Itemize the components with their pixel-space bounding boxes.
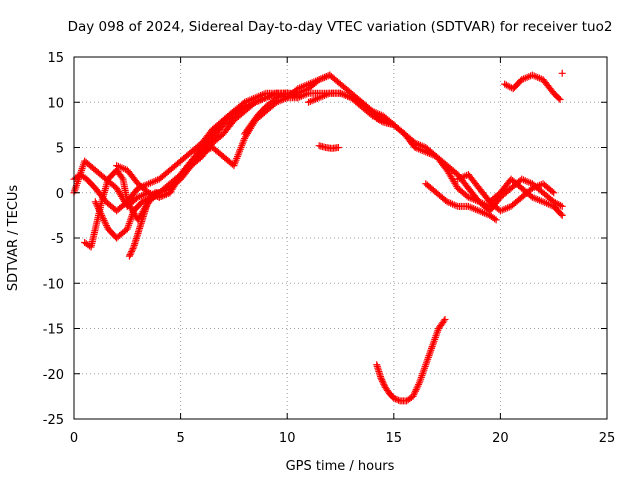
data-point — [143, 201, 151, 209]
data-point — [390, 394, 398, 402]
data-point — [118, 174, 126, 182]
data-point — [102, 220, 110, 228]
series-trace-13 — [501, 71, 564, 104]
data-point — [491, 215, 499, 223]
x-axis-label: GPS time / hours — [286, 459, 395, 474]
data-point — [379, 379, 387, 387]
data-point — [440, 317, 448, 325]
x-tick-label: 15 — [386, 431, 403, 446]
y-tick-label: -15 — [43, 323, 64, 338]
x-tick-label: 10 — [279, 431, 296, 446]
data-point — [557, 201, 565, 209]
data-point — [98, 211, 106, 219]
y-tick-label: 10 — [47, 96, 64, 111]
data-point — [412, 386, 420, 394]
data-point — [548, 187, 556, 195]
data-point — [145, 198, 153, 206]
y-tick-labels: -25 -20 -15 -10 -5 0 5 10 15 — [43, 51, 64, 428]
data-point — [101, 218, 109, 226]
x-tick-label: 5 — [176, 431, 184, 446]
y-tick-label: 15 — [47, 51, 64, 66]
x-tick-label: 0 — [70, 431, 78, 446]
data-point — [93, 201, 101, 209]
data-point — [558, 202, 566, 210]
data-point — [144, 199, 152, 207]
data-point — [409, 392, 417, 400]
data-point — [414, 382, 422, 390]
data-point — [558, 69, 566, 77]
y-tick-label: -10 — [43, 277, 64, 292]
series-trace-9 — [422, 180, 500, 224]
data-point — [96, 208, 104, 216]
series-trace-14 — [373, 115, 398, 129]
data-point — [128, 246, 136, 254]
x-tick-label: 20 — [492, 431, 509, 446]
data-point — [557, 210, 565, 218]
data-point — [129, 245, 137, 253]
gridlines — [74, 57, 607, 419]
data-point — [411, 389, 419, 397]
axis-ticks — [73, 56, 608, 420]
y-tick-label: -20 — [43, 368, 64, 383]
data-point — [550, 189, 558, 197]
data-point — [378, 377, 386, 385]
data-point — [378, 376, 386, 384]
series-trace-15 — [315, 142, 342, 152]
data-point — [380, 380, 388, 388]
x-tick-labels: 0 5 10 15 20 25 — [70, 431, 615, 446]
data-point — [492, 216, 500, 224]
data-point — [441, 315, 449, 323]
y-tick-label: -5 — [51, 232, 64, 247]
chart-title: Day 098 of 2024, Sidereal Day-to-day VTE… — [68, 19, 613, 35]
data-point — [415, 380, 423, 388]
y-tick-label: 5 — [56, 142, 64, 157]
data-point — [393, 396, 401, 404]
data-point — [103, 222, 111, 230]
data-point — [126, 251, 134, 259]
data-points — [70, 69, 566, 405]
data-point — [128, 248, 136, 256]
data-point — [99, 215, 107, 223]
y-tick-label: 0 — [56, 187, 64, 202]
data-point — [125, 252, 133, 260]
data-point — [410, 391, 418, 399]
data-point — [155, 189, 163, 197]
data-point — [94, 203, 102, 211]
data-point — [378, 117, 386, 125]
data-point — [395, 396, 403, 404]
y-tick-label: -25 — [43, 413, 64, 428]
data-point — [100, 216, 108, 224]
data-point — [97, 210, 105, 218]
data-point — [390, 121, 398, 129]
x-tick-label: 25 — [599, 431, 616, 446]
data-point — [142, 202, 150, 210]
data-point — [99, 213, 107, 221]
data-point — [391, 395, 399, 403]
y-axis-label: SDTVAR / TECUs — [6, 185, 21, 292]
data-point — [127, 249, 135, 257]
data-point — [95, 205, 103, 213]
data-point — [91, 198, 99, 206]
data-point — [411, 387, 419, 395]
data-point — [377, 374, 385, 382]
series-trace-6 — [125, 189, 163, 260]
data-point — [413, 384, 421, 392]
data-point — [145, 196, 153, 204]
data-point — [95, 206, 103, 214]
plot-frame — [73, 56, 608, 420]
series-trace-16 — [558, 69, 566, 77]
series-trace-12 — [373, 315, 449, 405]
series-trace-11 — [486, 180, 558, 215]
data-point — [558, 211, 566, 219]
data-point — [555, 94, 563, 102]
data-point — [334, 144, 342, 151]
data-point — [556, 96, 564, 104]
data-point — [92, 199, 100, 207]
